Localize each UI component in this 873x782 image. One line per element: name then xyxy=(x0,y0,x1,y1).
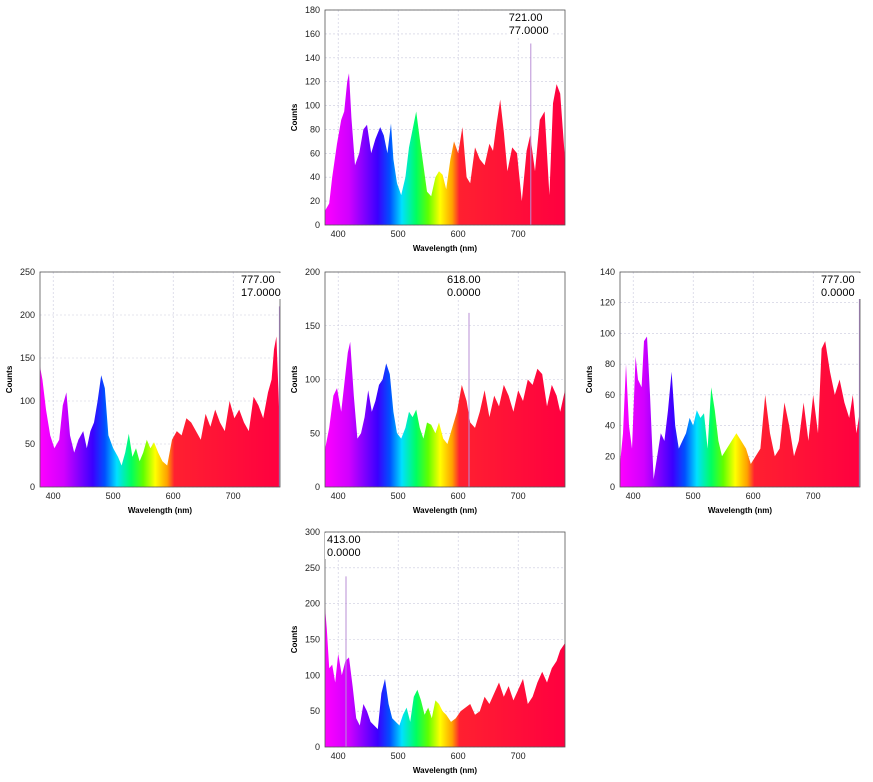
cursor-readout-x: 618.00 xyxy=(447,274,481,286)
spectrum-chart-center: 0 50 100 150 200 400 500 600 700 Wavelength (nm) C… xyxy=(290,267,566,515)
y-tick-label: 0 xyxy=(315,220,320,230)
plot-frame xyxy=(324,531,566,748)
cursor-readout-x: 721.00 xyxy=(509,12,543,24)
plot-frame xyxy=(39,271,281,488)
x-tick-label: 500 xyxy=(686,491,701,501)
x-axis-title: Wavelength (nm) xyxy=(708,506,772,515)
y-tick-label: 100 xyxy=(600,328,615,338)
cursor-readout-box xyxy=(445,273,491,299)
x-axis-title: Wavelength (nm) xyxy=(413,244,477,253)
y-tick-label: 120 xyxy=(305,77,320,87)
x-tick-label: 400 xyxy=(331,491,346,501)
y-tick-label: 20 xyxy=(605,451,615,461)
cursor-readout-y: 0.0000 xyxy=(821,287,855,299)
y-tick-label: 150 xyxy=(305,321,320,331)
plot-frame xyxy=(324,271,566,488)
x-tick-label: 400 xyxy=(331,751,346,761)
y-tick-label: 0 xyxy=(315,742,320,752)
x-tick-label: 400 xyxy=(626,491,641,501)
spectrum-chart-right: 0 20 40 60 80 100 120 140 400 500 600 700 Wavelength… xyxy=(585,267,865,515)
x-tick-label: 600 xyxy=(451,229,466,239)
x-tick-label: 500 xyxy=(106,491,121,501)
y-tick-label: 140 xyxy=(305,53,320,63)
x-tick-label: 500 xyxy=(391,229,406,239)
cursor-readout-y: 0.0000 xyxy=(447,287,481,299)
cursor-readout-y: 17.0000 xyxy=(241,287,281,299)
y-tick-label: 50 xyxy=(25,439,35,449)
y-tick-label: 0 xyxy=(610,482,615,492)
y-tick-label: 160 xyxy=(305,29,320,39)
cursor-readout-y: 77.0000 xyxy=(509,25,549,37)
y-tick-label: 120 xyxy=(600,298,615,308)
y-tick-label: 150 xyxy=(20,353,35,363)
y-tick-label: 40 xyxy=(310,172,320,182)
x-axis-title: Wavelength (nm) xyxy=(413,506,477,515)
spectrum-area-series xyxy=(325,73,565,225)
y-tick-label: 100 xyxy=(305,670,320,680)
y-axis-title: Counts xyxy=(290,365,299,393)
x-tick-label: 600 xyxy=(166,491,181,501)
y-tick-label: 100 xyxy=(20,396,35,406)
x-tick-label: 700 xyxy=(226,491,241,501)
y-tick-label: 50 xyxy=(310,706,320,716)
y-tick-label: 200 xyxy=(20,310,35,320)
cursor-readout-x: 777.00 xyxy=(241,274,275,286)
y-tick-label: 300 xyxy=(305,527,320,537)
x-tick-label: 600 xyxy=(451,491,466,501)
y-tick-label: 150 xyxy=(305,635,320,645)
y-tick-label: 80 xyxy=(310,124,320,134)
y-tick-label: 200 xyxy=(305,599,320,609)
y-tick-label: 40 xyxy=(605,421,615,431)
x-tick-label: 700 xyxy=(511,491,526,501)
x-axis-title: Wavelength (nm) xyxy=(128,506,192,515)
spectrum-chart-bottom: 0 50 100 150 200 250 300 400 500 600 700 Wavelength… xyxy=(290,527,566,775)
y-axis-title: Counts xyxy=(5,365,14,393)
x-tick-label: 400 xyxy=(331,229,346,239)
spectrum-area-series xyxy=(325,607,565,747)
x-tick-label: 400 xyxy=(46,491,61,501)
y-tick-label: 100 xyxy=(305,101,320,111)
x-tick-label: 500 xyxy=(391,491,406,501)
y-tick-label: 20 xyxy=(310,196,320,206)
cursor-readout-box xyxy=(819,273,865,299)
y-tick-label: 60 xyxy=(310,148,320,158)
cursor-readout-box xyxy=(325,533,371,559)
x-tick-label: 500 xyxy=(391,751,406,761)
y-tick-label: 60 xyxy=(605,390,615,400)
x-tick-label: 700 xyxy=(511,229,526,239)
x-tick-label: 600 xyxy=(746,491,761,501)
x-tick-label: 700 xyxy=(511,751,526,761)
x-axis-title: Wavelength (nm) xyxy=(413,766,477,775)
y-tick-label: 80 xyxy=(605,359,615,369)
y-tick-label: 250 xyxy=(20,267,35,277)
spectrum-chart-top: 0 20 40 60 80 100 120 140 160 180 400 500 600 700 Wave… xyxy=(290,5,566,253)
y-axis-title: Counts xyxy=(290,103,299,131)
y-tick-label: 0 xyxy=(30,482,35,492)
y-axis-title: Counts xyxy=(585,365,594,393)
y-tick-label: 250 xyxy=(305,563,320,573)
x-tick-label: 600 xyxy=(451,751,466,761)
cursor-readout-box xyxy=(239,273,285,299)
y-tick-label: 0 xyxy=(315,482,320,492)
spectrum-area-series xyxy=(40,336,280,487)
y-tick-label: 100 xyxy=(305,375,320,385)
cursor-readout-x: 777.00 xyxy=(821,274,855,286)
cursor-readout-x: 413.00 xyxy=(327,534,361,546)
y-tick-label: 140 xyxy=(600,267,615,277)
x-tick-label: 700 xyxy=(806,491,821,501)
plot-frame xyxy=(619,271,861,488)
spectrum-area-series xyxy=(325,341,565,487)
spectrum-area-series xyxy=(620,336,860,487)
y-axis-title: Counts xyxy=(290,625,299,653)
plot-frame xyxy=(324,9,566,226)
y-tick-label: 50 xyxy=(310,428,320,438)
y-tick-label: 200 xyxy=(305,267,320,277)
spectrum-chart-left: 0 50 100 150 200 250 400 500 600 700 Wavelength (n… xyxy=(5,267,285,515)
cursor-readout-y: 0.0000 xyxy=(327,547,361,559)
y-tick-label: 180 xyxy=(305,5,320,15)
cursor-readout-box xyxy=(506,11,553,37)
